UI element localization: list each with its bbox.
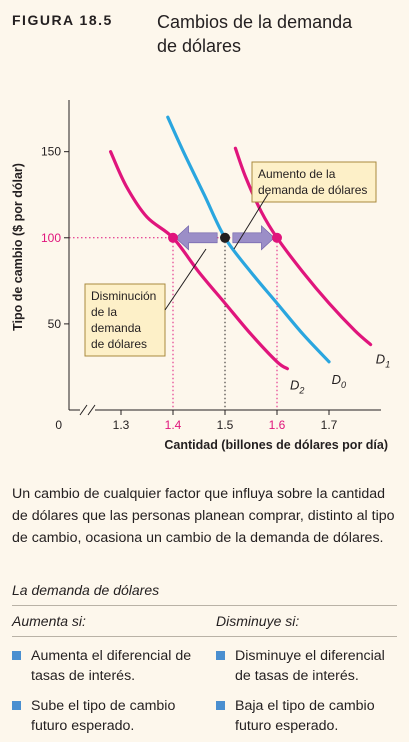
origin-label: 0 [55, 418, 62, 432]
equilibrium-point [272, 232, 282, 243]
bullet-square-icon [216, 701, 225, 710]
decrease-item-text: Disminuye el diferencial de tasas de int… [235, 648, 385, 684]
annotation-increase-line: Aumento de la [258, 167, 336, 181]
curve-label-name: D [332, 372, 341, 387]
increase-item: Sube el tipo de cambio futuro esperado. [12, 696, 197, 736]
curve-label-name: D [290, 377, 299, 392]
x-tick-label: 1.3 [113, 418, 130, 432]
increase-item-text: Sube el tipo de cambio futuro esperado. [31, 698, 176, 734]
axis-break-mark [87, 404, 96, 416]
table-title: La demanda de dólares [12, 582, 160, 598]
demand-curve-d0 [166, 115, 331, 364]
y-tick-label: 100 [41, 231, 61, 245]
demand-curve-d1 [233, 146, 373, 347]
curve-label-d2: D2 [290, 377, 304, 395]
y-axis-label: Tipo de cambio ($ por dólar) [11, 163, 25, 331]
curve-label-subscript: 1 [385, 360, 390, 370]
table-rule-bottom [12, 636, 397, 637]
increase-item: Aumenta el diferencial de tasas de inter… [12, 646, 197, 686]
curve-label-d1: D1 [376, 352, 390, 370]
shift-arrow-increase [232, 225, 275, 251]
y-tick-label: 150 [41, 145, 61, 159]
annotation-increase-text: Aumento de la demanda de dólares [258, 167, 367, 197]
bullet-square-icon [216, 651, 225, 660]
annotation-decrease-leader [164, 248, 207, 311]
figure-title-line1: Cambios de la demanda [157, 12, 353, 32]
x-tick-label: 1.6 [269, 418, 286, 432]
equilibrium-point [168, 232, 178, 243]
annotation-decrease-line: Disminución [91, 289, 156, 303]
equilibrium-points [168, 232, 282, 243]
figure-label: FIGURA 18.5 [12, 12, 113, 28]
increase-item-text: Aumenta el diferencial de tasas de inter… [31, 648, 192, 684]
x-tick-label: 1.4 [165, 418, 182, 432]
increase-header: Aumenta si: [12, 613, 86, 629]
annotation-decrease-line: de la [91, 305, 117, 319]
figure-header: FIGURA 18.5 Cambios de la demanda de dól… [0, 0, 409, 62]
curve-label-d0: D0 [332, 372, 346, 390]
curve-label-name: D [376, 352, 385, 367]
table-rule-top [12, 605, 397, 606]
equilibrium-point [220, 232, 230, 243]
decrease-item: Baja el tipo de cambio futuro esperado. [216, 696, 401, 736]
axes: 50 100 150 1.3 1.4 1.5 1.6 1.7 0 Cantidad (billon… [11, 100, 388, 452]
figure-title: Cambios de la demanda de dólares [157, 10, 397, 58]
annotation-decrease-line: de dólares [91, 337, 147, 351]
x-tick-label: 1.5 [217, 418, 234, 432]
bullet-square-icon [12, 701, 21, 710]
decrease-header: Disminuye si: [216, 613, 300, 629]
axis-break-mark [79, 404, 88, 416]
y-tick-label: 50 [48, 317, 62, 331]
annotation-decrease-line: demanda [91, 321, 141, 335]
x-axis-label: Cantidad (billones de dólares por día) [164, 438, 388, 452]
annotations: Aumento de la demanda de dólaresDisminuci… [84, 161, 377, 357]
bullet-square-icon [12, 651, 21, 660]
annotation-decrease-box [84, 283, 166, 357]
annotation-increase-line: demanda de dólares [258, 183, 367, 197]
annotation-increase-box [251, 161, 377, 203]
shift-arrow-decrease [175, 225, 218, 251]
curve-label-subscript: 0 [341, 380, 346, 390]
x-tick-label: 1.7 [321, 418, 338, 432]
demand-curve-d2 [109, 150, 289, 371]
annotation-decrease-text: Disminución de la demanda de dólares [91, 289, 156, 351]
figure-title-line2: de dólares [157, 36, 242, 56]
annotation-increase-leader [233, 193, 269, 250]
curve-label-subscript: 2 [298, 385, 304, 395]
figure-description: Un cambio de cualquier factor que influy… [12, 486, 395, 546]
decrease-item: Disminuye el diferencial de tasas de int… [216, 646, 401, 686]
decrease-item-text: Baja el tipo de cambio futuro esperado. [235, 698, 375, 734]
